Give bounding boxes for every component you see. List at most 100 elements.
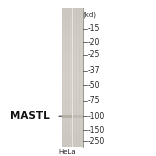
Bar <box>62 142 72 144</box>
Bar <box>73 24 83 25</box>
Bar <box>62 112 72 114</box>
Bar <box>62 18 72 20</box>
Bar <box>73 102 83 104</box>
Bar <box>62 115 72 118</box>
Bar <box>73 112 83 114</box>
Bar <box>73 71 83 72</box>
Bar <box>62 81 72 83</box>
Bar <box>62 130 72 132</box>
Text: -37: -37 <box>87 66 100 76</box>
Bar <box>62 92 72 93</box>
Bar <box>73 111 83 112</box>
Bar <box>73 76 83 78</box>
Bar <box>62 116 72 118</box>
Bar <box>79 8 80 147</box>
Bar <box>62 53 72 55</box>
Text: -150: -150 <box>87 126 105 135</box>
Bar <box>73 146 83 147</box>
Bar <box>73 140 83 142</box>
Bar <box>73 107 83 109</box>
Bar <box>73 121 83 123</box>
Bar <box>62 128 72 130</box>
Bar <box>73 27 83 29</box>
Bar <box>62 104 72 106</box>
Bar <box>62 34 72 36</box>
Bar <box>62 22 72 24</box>
Bar <box>73 99 83 100</box>
Bar <box>62 144 72 146</box>
Bar <box>62 15 72 17</box>
Bar <box>73 139 83 140</box>
Bar <box>62 119 72 121</box>
Bar <box>62 44 72 46</box>
Bar <box>73 20 83 22</box>
Bar <box>62 135 72 137</box>
Bar <box>62 48 72 50</box>
Bar <box>73 65 83 67</box>
Bar <box>73 62 83 64</box>
Bar <box>62 30 72 32</box>
Bar <box>73 130 83 132</box>
Bar <box>73 51 83 53</box>
Bar <box>62 132 72 134</box>
Bar <box>73 67 83 69</box>
Bar <box>73 100 83 102</box>
Bar <box>62 93 72 95</box>
Bar <box>73 34 83 36</box>
Bar <box>62 57 72 58</box>
Bar <box>73 109 83 111</box>
Bar <box>62 121 72 123</box>
Text: MASTL: MASTL <box>10 111 49 121</box>
Bar <box>73 25 83 27</box>
Bar <box>73 127 83 128</box>
Bar <box>73 37 83 39</box>
Bar <box>62 107 72 109</box>
Bar <box>62 140 72 142</box>
Bar <box>62 97 72 99</box>
Bar <box>73 104 83 106</box>
Bar <box>73 60 83 62</box>
Bar <box>62 111 72 112</box>
Bar <box>73 8 74 147</box>
Bar <box>73 79 83 81</box>
Bar <box>62 41 72 43</box>
Bar <box>73 11 83 13</box>
Bar <box>73 81 83 83</box>
Bar <box>73 57 83 58</box>
Bar <box>62 76 72 78</box>
Bar <box>73 46 83 48</box>
Bar <box>73 125 83 127</box>
Bar <box>62 17 72 18</box>
Bar <box>73 93 83 95</box>
Bar <box>62 25 72 27</box>
Bar <box>62 139 72 140</box>
Bar <box>73 132 83 134</box>
Bar <box>62 137 72 139</box>
Bar <box>62 32 72 34</box>
Bar <box>62 20 72 22</box>
Bar <box>62 102 72 104</box>
Bar <box>62 24 72 25</box>
Bar <box>73 106 83 107</box>
Bar <box>73 39 83 41</box>
Bar <box>62 58 72 60</box>
Bar <box>62 29 72 30</box>
Bar <box>73 41 83 43</box>
Bar <box>62 79 72 81</box>
Bar <box>73 134 83 135</box>
Bar <box>62 8 63 147</box>
Bar <box>62 46 72 48</box>
Bar <box>62 55 72 57</box>
Bar <box>73 128 83 130</box>
Bar <box>62 125 72 127</box>
Bar <box>76 8 77 147</box>
Bar <box>73 15 83 17</box>
Bar <box>62 39 72 41</box>
Bar <box>73 69 83 71</box>
Bar <box>73 86 83 88</box>
Bar <box>73 48 83 50</box>
Bar <box>62 65 72 67</box>
Bar <box>73 13 83 15</box>
Bar <box>73 55 83 57</box>
Bar <box>73 118 83 119</box>
